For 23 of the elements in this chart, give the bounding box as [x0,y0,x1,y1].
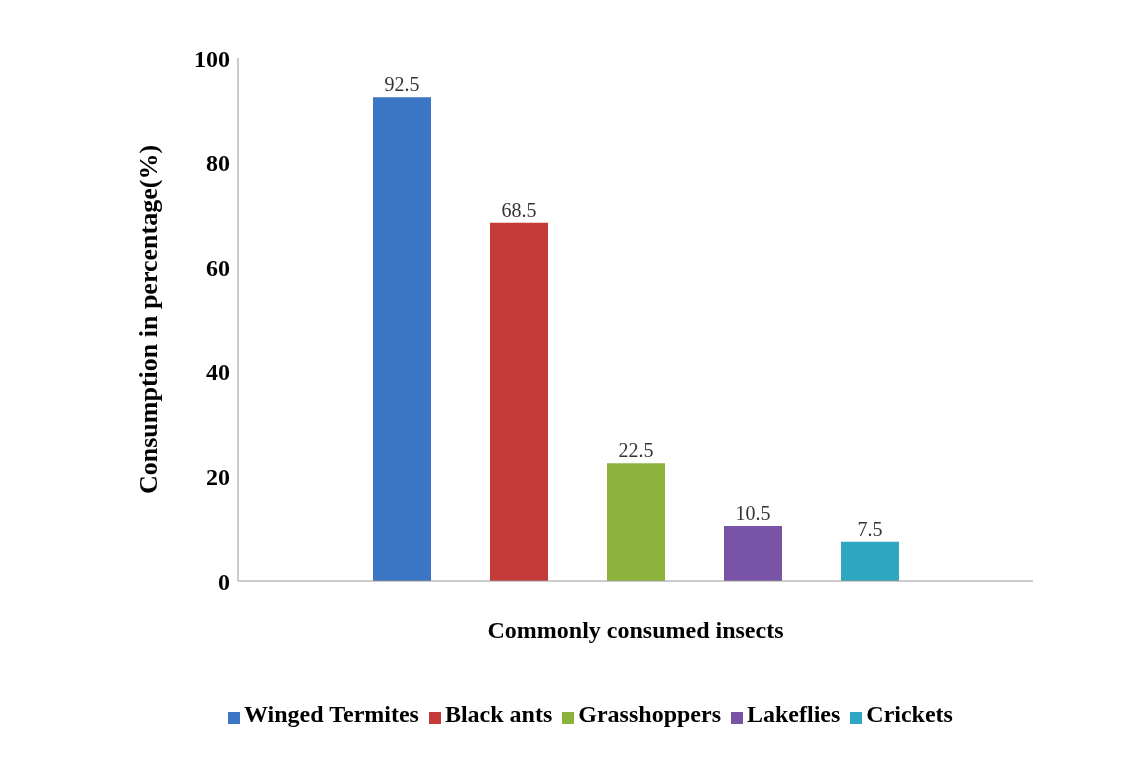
data-label: 10.5 [735,502,771,525]
data-label: 7.5 [857,517,883,540]
y-tick-label: 60 [206,254,230,281]
data-label: 22.5 [618,439,654,462]
legend-label: Crickets [866,701,953,727]
bar [724,526,782,581]
bar [490,222,548,581]
y-tick-label: 20 [206,463,230,490]
y-tick-label: 100 [194,45,230,72]
y-tick-label: 80 [206,150,230,177]
bar [841,541,899,581]
legend-label: Winged Termites [244,701,419,727]
bar [607,463,665,581]
y-tick-label: 0 [218,568,230,595]
x-axis-title: Commonly consumed insects [487,617,784,644]
y-tick-label: 40 [206,359,230,386]
legend-label: Lakeflies [746,701,841,727]
legend-label: Black ants [444,701,553,727]
data-label: 92.5 [384,73,420,96]
data-label: 68.5 [501,198,537,221]
legend-label: Grasshoppers [578,701,721,727]
y-axis-title: Consumption in percentage(%) [134,144,164,495]
bar [373,97,431,581]
